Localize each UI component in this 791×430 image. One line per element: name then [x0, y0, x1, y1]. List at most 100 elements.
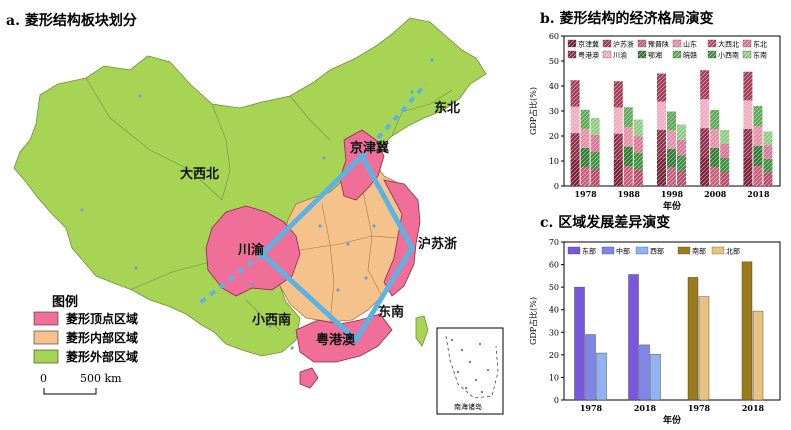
- chart-c-xlabel: 年份: [663, 414, 682, 426]
- inset-islands: [451, 339, 489, 393]
- legend-swatch-outer: [33, 349, 59, 364]
- chart-b-bar-segment: [667, 111, 676, 131]
- panel-c-title: c. 区域发展差异演变: [540, 215, 671, 231]
- label-south-sea-islands: 南海诸岛: [454, 402, 482, 411]
- hushezhe-region: [383, 179, 421, 297]
- chart-c-bar: [574, 286, 585, 401]
- label-jingjinji: 京津冀: [350, 140, 389, 156]
- legend-items: 菱形顶点区域 菱形内部区域 菱形外部区域: [33, 311, 138, 364]
- chart-b-bar-segment: [613, 159, 623, 186]
- inset-dash-line: [445, 335, 499, 399]
- chart-b-ytick-label: 10: [549, 157, 559, 166]
- chart-b-ytick-label: 20: [549, 132, 559, 141]
- chart-c-xtick-label: 1978: [580, 403, 603, 413]
- chart-b-ytick-label: 50: [549, 57, 559, 66]
- chart-b-bar-segment: [590, 169, 600, 186]
- chart-b-bar-segment: [570, 133, 580, 160]
- chart-b-ylabel: GDP占比(%): [528, 87, 538, 135]
- chart-b-bar-segment: [710, 148, 720, 167]
- chart-b-bar-segment: [753, 146, 763, 166]
- chart-b-bar-segment: [720, 144, 730, 158]
- chart-b-bar-segment: [667, 148, 676, 168]
- chart-b-bar-segment: [613, 107, 623, 134]
- legend-label-vertex: 菱形顶点区域: [66, 311, 138, 326]
- scale-start: 0: [40, 372, 47, 385]
- chart-b-ytick-label: 60: [549, 32, 559, 41]
- chart-b-bar-segment: [743, 157, 753, 186]
- china-map: 东北 大西北 京津冀 川渝 沪苏浙 东南 小西南 粤港澳 南海诸岛 图例 菱形顶…: [13, 17, 504, 415]
- chart-c-legend-label: 北部: [726, 247, 740, 256]
- chart-b-bar-segment: [613, 133, 623, 160]
- chart-b-xtick-label: 2018: [747, 189, 770, 199]
- chart-c-bar: [596, 352, 607, 401]
- chart-b-bar-segment: [753, 126, 763, 146]
- chart-b-legend-label: 东南: [753, 51, 767, 60]
- label-southeast: 东南: [378, 304, 404, 320]
- chart-b-bar-segment: [613, 81, 623, 108]
- chart-b-bar-segment: [657, 157, 666, 186]
- chart-b-legend-label: 沪苏浙: [613, 40, 634, 49]
- chart-c-legend-label: 西部: [650, 247, 664, 256]
- chart-b-bar-segment: [763, 145, 773, 159]
- chart-c-ytick-label: 50: [549, 283, 559, 292]
- chart-c-legend-swatch: [567, 246, 581, 255]
- chart-c-legend-swatch: [677, 246, 691, 255]
- chart-b-legend-label: 粤港澳: [578, 51, 599, 60]
- chart-c-bar: [698, 296, 710, 401]
- chart-b-legend-label: 京津冀: [578, 40, 599, 49]
- chart-b: 0 10 20 30 40 50 60 GDP占比(%) 1978 1988 1998 2008 201…: [528, 32, 781, 212]
- chart-c-ytick-label: 30: [549, 328, 559, 337]
- chart-b-legend-swatch: [637, 50, 647, 59]
- scale-bar: [43, 388, 97, 395]
- label-hushezhe: 沪苏浙: [418, 236, 457, 252]
- chart-b-bar-segment: [623, 126, 633, 147]
- chart-c-bar: [741, 261, 753, 401]
- chart-b-bar-segment: [710, 167, 720, 186]
- legend-swatch-vertex: [33, 311, 59, 326]
- chart-b-bar-segment: [700, 157, 710, 186]
- chart-b-xtick-label: 1988: [618, 189, 641, 199]
- chart-b-bar-segment: [700, 70, 710, 100]
- chart-b-bar-segment: [743, 128, 753, 158]
- label-greater-northwest: 大西北: [180, 166, 219, 182]
- chart-c-ytick-label: 60: [549, 261, 559, 270]
- chart-b-bar-segment: [720, 172, 730, 186]
- chart-b-legend-swatch: [567, 39, 577, 48]
- chart-b-bar-segment: [677, 170, 686, 186]
- chart-b-bar-segment: [667, 167, 676, 186]
- chart-c-ylabel: GDP占比(%): [528, 297, 538, 345]
- chart-b-bar-segment: [743, 71, 753, 101]
- chart-b-xlabel: 年份: [663, 200, 682, 212]
- chart-b-legend-label: 小西南: [718, 51, 739, 60]
- chart-b-legend-swatch: [742, 39, 752, 48]
- chuanyu-region: [205, 205, 301, 297]
- chart-b-bar-segment: [590, 135, 600, 152]
- chart-b-bar-segment: [633, 169, 643, 186]
- chart-b-bar-segment: [580, 147, 590, 167]
- chart-b-legend-swatch: [707, 50, 717, 59]
- chart-b-bar-segment: [753, 106, 763, 126]
- chart-c-bar: [628, 274, 639, 401]
- chart-c-legend-swatch: [601, 246, 615, 255]
- chart-c-legend-swatch: [635, 246, 649, 255]
- chart-b-bar-segment: [720, 158, 730, 172]
- chart-c: 0 10 20 30 40 50 60 70 GDP占比(%) 1978 2018 东部 中部 西部 197…: [528, 238, 781, 426]
- chart-b-bar-segment: [623, 107, 633, 127]
- chart-b-bar-segment: [763, 172, 773, 186]
- chart-b-legend-label: 皖赣: [683, 51, 697, 60]
- chart-c-ytick-label: 20: [549, 351, 559, 360]
- chart-c-legend-label: 东部: [582, 247, 596, 256]
- chart-b-legend-swatch: [637, 39, 647, 48]
- chart-c-frame: [563, 241, 781, 401]
- inner-province-lines: [299, 175, 399, 323]
- chart-b-bar-segment: [657, 73, 666, 102]
- chart-b-bar-segment: [710, 129, 720, 148]
- chart-b-legend-swatch: [707, 39, 717, 48]
- chart-b-legend-label: 山东: [683, 40, 697, 49]
- chart-c-ytick-label: 10: [549, 373, 559, 382]
- chart-b-legend-swatch: [567, 50, 577, 59]
- label-yuegangao: 粤港澳: [316, 332, 356, 348]
- chart-b-legend-label: 豫晋陕: [648, 40, 669, 49]
- chart-c-ytick-label: 70: [549, 238, 559, 247]
- chart-b-bar-segment: [657, 101, 666, 130]
